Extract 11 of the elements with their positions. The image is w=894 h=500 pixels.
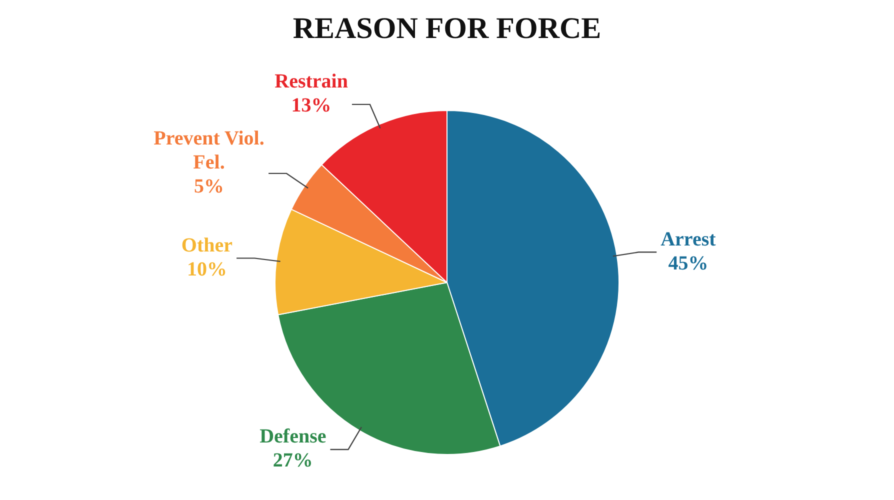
- slice-label: Prevent Viol. Fel.: [154, 128, 264, 174]
- slice-label: Restrain: [274, 70, 348, 93]
- slice-label: Other: [181, 234, 233, 256]
- data-label: 27%: [272, 450, 313, 472]
- slice-label: Defense: [260, 426, 326, 448]
- data-label: 5%: [194, 176, 224, 198]
- slice-label: Arrest: [660, 228, 716, 250]
- data-label: 10%: [186, 258, 227, 280]
- data-label: 13%: [291, 94, 332, 117]
- chart-title: REASON FOR FORCE: [292, 12, 602, 45]
- data-label: 45%: [668, 252, 708, 274]
